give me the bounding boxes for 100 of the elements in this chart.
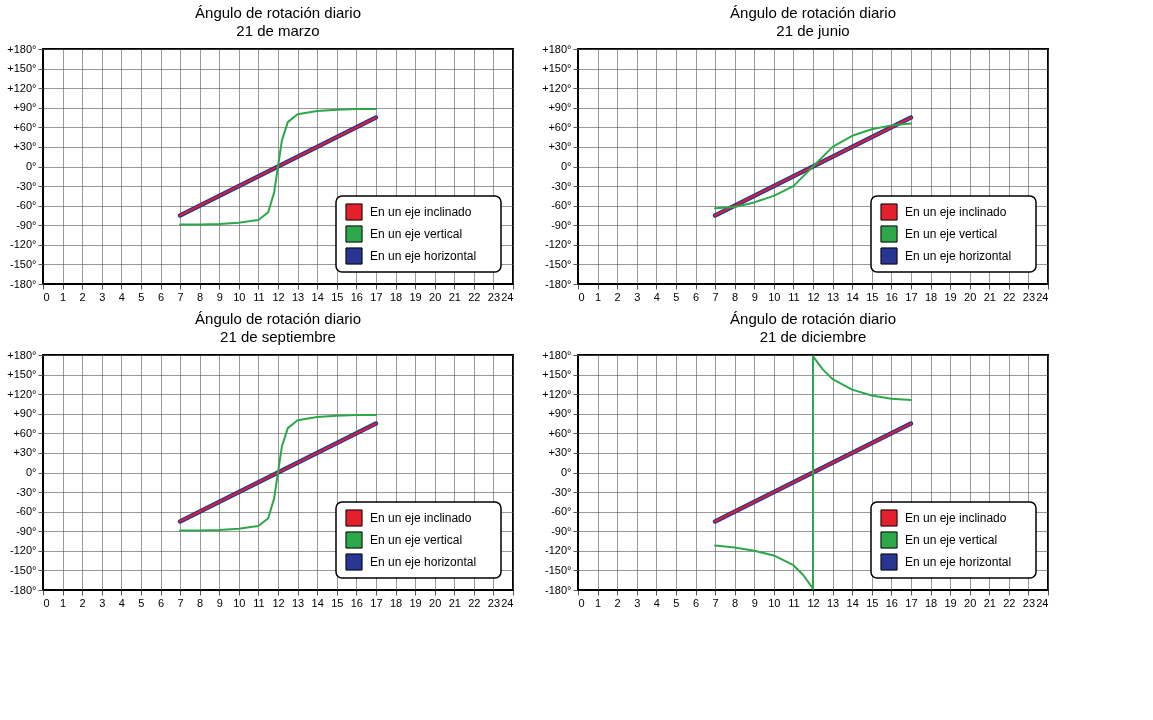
y-tick-label: 0° bbox=[25, 466, 37, 478]
x-tick-label: 15 bbox=[331, 290, 344, 303]
chart-title: Ángulo de rotación diario bbox=[730, 310, 896, 327]
x-tick-label: 13 bbox=[291, 290, 305, 303]
x-tick-label: 8 bbox=[197, 596, 204, 609]
x-tick-label: 18 bbox=[924, 290, 938, 303]
y-tick-label: +90° bbox=[548, 101, 572, 114]
x-tick-label: 11 bbox=[788, 596, 800, 609]
x-tick-label: 22 bbox=[468, 596, 481, 609]
x-tick-label: 6 bbox=[692, 596, 700, 609]
x-tick-label: 16 bbox=[350, 290, 363, 303]
x-tick-label: 19 bbox=[944, 596, 957, 609]
x-tick-label: 10 bbox=[768, 596, 781, 609]
legend-label: En un eje inclinado bbox=[905, 511, 1007, 525]
x-tick-label: 16 bbox=[885, 596, 898, 609]
x-tick-label: 4 bbox=[118, 596, 125, 609]
x-tick-label: 21 bbox=[983, 290, 996, 303]
x-tick-label: 13 bbox=[826, 290, 840, 303]
x-tick-label: 7 bbox=[712, 290, 719, 303]
y-tick-label: -150° bbox=[545, 257, 572, 270]
x-tick-label: 2 bbox=[79, 596, 86, 609]
y-tick-label: -120° bbox=[10, 544, 37, 557]
chart-title: Ángulo de rotación diario bbox=[195, 4, 361, 21]
y-tick-label: -180° bbox=[10, 277, 37, 290]
chart-title: Ángulo de rotación diario bbox=[195, 310, 361, 327]
y-tick-label: -120° bbox=[545, 544, 572, 557]
x-tick-label: 24 bbox=[501, 290, 514, 303]
legend-label: En un eje horizontal bbox=[905, 555, 1012, 569]
x-tick-label: 16 bbox=[350, 596, 363, 609]
y-tick-label: -30° bbox=[16, 485, 37, 498]
x-tick-label: 24 bbox=[1036, 290, 1049, 303]
legend-label: En un eje inclinado bbox=[370, 205, 472, 219]
x-tick-label: 1 bbox=[60, 596, 67, 609]
x-tick-label: 0 bbox=[43, 596, 50, 609]
x-tick-label: 10 bbox=[233, 596, 246, 609]
x-tick-label: 4 bbox=[653, 596, 660, 609]
x-tick-label: 6 bbox=[692, 290, 700, 303]
x-tick-label: 7 bbox=[712, 596, 719, 609]
y-tick-label: -90° bbox=[16, 524, 37, 537]
x-tick-label: 18 bbox=[389, 290, 403, 303]
x-tick-label: 12 bbox=[272, 290, 285, 303]
y-tick-label: 0° bbox=[560, 466, 572, 478]
y-tick-label: +90° bbox=[548, 407, 572, 420]
x-tick-label: 20 bbox=[429, 596, 442, 609]
x-tick-label: 12 bbox=[807, 596, 820, 609]
x-tick-label: 6 bbox=[157, 290, 165, 303]
y-tick-label: +150° bbox=[542, 62, 572, 75]
x-tick-label: 4 bbox=[653, 290, 660, 303]
legend-label: En un eje horizontal bbox=[370, 249, 477, 263]
y-tick-label: -120° bbox=[10, 238, 37, 251]
x-tick-label: 17 bbox=[905, 596, 918, 609]
y-tick-label: +90° bbox=[13, 101, 37, 114]
y-tick-label: +180° bbox=[7, 42, 37, 55]
x-tick-label: 3 bbox=[99, 596, 106, 609]
y-tick-label: +120° bbox=[7, 81, 37, 94]
x-tick-label: 7 bbox=[177, 290, 184, 303]
y-tick-label: -180° bbox=[545, 277, 572, 290]
chart-subtitle: 21 de junio bbox=[776, 22, 850, 39]
y-tick-label: +60° bbox=[13, 426, 37, 439]
x-tick-label: 9 bbox=[751, 290, 758, 303]
y-tick-label: +150° bbox=[7, 368, 37, 381]
chart-subtitle: 21 de marzo bbox=[236, 22, 320, 39]
x-tick-label: 18 bbox=[924, 596, 938, 609]
y-tick-label: -120° bbox=[545, 238, 572, 251]
y-tick-label: -60° bbox=[551, 505, 572, 518]
y-tick-label: +120° bbox=[542, 387, 572, 400]
y-tick-label: +30° bbox=[13, 140, 37, 153]
x-tick-label: 6 bbox=[157, 596, 165, 609]
x-tick-label: 19 bbox=[944, 290, 957, 303]
y-tick-label: +90° bbox=[13, 407, 37, 420]
x-tick-label: 7 bbox=[177, 596, 184, 609]
x-tick-label: 19 bbox=[409, 290, 422, 303]
x-tick-label: 0 bbox=[43, 290, 50, 303]
y-tick-label: -150° bbox=[10, 563, 37, 576]
chart-subtitle: 21 de septiembre bbox=[220, 328, 336, 345]
x-tick-label: 16 bbox=[885, 290, 898, 303]
legend-label: En un eje vertical bbox=[370, 533, 463, 547]
x-tick-label: 3 bbox=[99, 290, 106, 303]
legend-label: En un eje vertical bbox=[905, 533, 998, 547]
y-tick-label: -180° bbox=[10, 583, 37, 596]
x-tick-label: 1 bbox=[60, 290, 67, 303]
x-tick-label: 5 bbox=[673, 290, 680, 303]
legend-label: En un eje horizontal bbox=[905, 249, 1012, 263]
y-tick-label: +120° bbox=[542, 81, 572, 94]
y-tick-label: -180° bbox=[545, 583, 572, 596]
y-tick-label: -30° bbox=[551, 179, 572, 192]
y-tick-label: -60° bbox=[16, 505, 37, 518]
x-tick-label: 3 bbox=[634, 596, 641, 609]
y-tick-label: +30° bbox=[13, 446, 37, 459]
x-tick-label: 8 bbox=[732, 290, 739, 303]
y-tick-label: 0° bbox=[560, 160, 572, 172]
x-tick-label: 0 bbox=[578, 290, 585, 303]
y-tick-label: +60° bbox=[548, 120, 572, 133]
y-tick-label: +60° bbox=[13, 120, 37, 133]
x-tick-label: 11 bbox=[253, 290, 265, 303]
x-tick-label: 12 bbox=[272, 596, 285, 609]
x-tick-label: 22 bbox=[1003, 596, 1016, 609]
x-tick-label: 19 bbox=[409, 596, 422, 609]
x-tick-label: 15 bbox=[866, 596, 879, 609]
x-tick-label: 4 bbox=[118, 290, 125, 303]
